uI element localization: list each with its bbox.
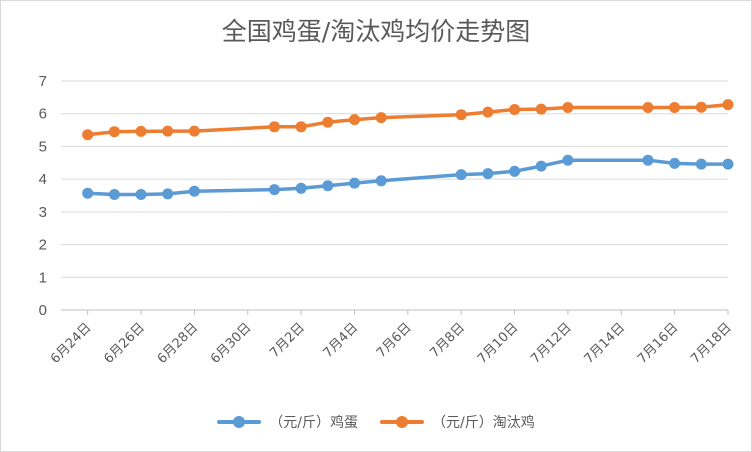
data-point: [482, 168, 494, 180]
data-point: [535, 103, 547, 115]
data-point: [695, 158, 707, 170]
data-point: [295, 121, 307, 133]
data-point: [349, 177, 360, 189]
data-point: [108, 189, 120, 200]
x-tick-label: 6月30日: [208, 320, 255, 367]
legend-item-egg[interactable]: （元/斤）鸡蛋: [217, 412, 358, 432]
y-tick-label: 7: [39, 73, 47, 90]
data-point: [562, 154, 574, 166]
legend-marker-egg: [233, 416, 246, 428]
data-point: [162, 188, 174, 200]
data-point: [455, 169, 467, 181]
data-point: [135, 189, 147, 200]
data-point: [642, 154, 654, 166]
data-point: [669, 102, 681, 113]
y-tick-label: 6: [39, 106, 47, 123]
x-tick-label: 6月28日: [155, 320, 202, 367]
x-tick-label: 7月10日: [475, 320, 522, 367]
x-tick-label: 7月8日: [427, 320, 468, 361]
x-tick-label: 7月6日: [374, 320, 415, 361]
legend: （元/斤）鸡蛋 （元/斤）淘汰鸡: [0, 410, 752, 434]
data-point: [695, 101, 707, 113]
series-0: [82, 154, 734, 200]
y-tick-label: 3: [39, 204, 47, 221]
data-point: [669, 157, 681, 169]
legend-item-hen[interactable]: （元/斤）淘汰鸡: [380, 412, 535, 432]
data-point: [642, 102, 654, 113]
series-line-1: [85, 102, 730, 137]
data-point: [722, 99, 734, 111]
data-point: [108, 126, 120, 138]
data-point: [562, 102, 574, 113]
data-point: [722, 158, 734, 170]
legend-label-hen: （元/斤）淘汰鸡: [432, 415, 535, 431]
x-tick-label: 6月24日: [48, 320, 95, 367]
data-point: [135, 125, 147, 137]
data-point: [295, 182, 307, 194]
data-point: [322, 180, 334, 192]
chart-title: 全国鸡蛋/淘汰鸡均价走势图: [221, 17, 531, 46]
x-tick-label: 7月4日: [321, 320, 362, 361]
y-tick-label: 0: [39, 302, 47, 319]
data-point: [268, 121, 280, 133]
data-point: [535, 160, 547, 172]
legend-swatch-hen: [380, 416, 424, 428]
x-axis: [61, 309, 729, 315]
data-point: [188, 185, 200, 197]
data-point: [349, 114, 360, 126]
data-point: [268, 184, 280, 196]
x-tick-label: 7月2日: [267, 320, 308, 361]
series-line-0: [85, 158, 730, 197]
y-tick-label: 4: [39, 171, 47, 188]
x-tick-label: 7月14日: [582, 320, 629, 367]
data-point: [455, 109, 467, 121]
data-point: [162, 125, 174, 137]
series-group: [82, 99, 734, 200]
y-tick-label: 2: [39, 237, 47, 254]
data-point: [188, 125, 200, 137]
data-point: [322, 116, 334, 128]
y-tick-label: 1: [39, 269, 47, 286]
data-point: [82, 129, 94, 141]
gridlines: [61, 80, 728, 278]
legend-swatch-egg: [217, 416, 262, 428]
data-point: [375, 175, 387, 187]
data-point: [375, 112, 387, 124]
series-1: [82, 99, 734, 141]
x-axis-ticks: 6月24日 6月26日 6月28日 6月30日 7月2日 7月4日 7月6日 7月8日 7月10…: [48, 320, 735, 367]
y-tick-label: 5: [39, 138, 47, 155]
y-axis-ticks: 0 1 2 3 4 5 6 7: [39, 73, 47, 319]
legend-label-egg: （元/斤）鸡蛋: [269, 415, 358, 431]
x-tick-label: 7月16日: [635, 320, 682, 367]
data-point: [482, 106, 494, 118]
data-point: [82, 187, 94, 199]
data-point: [509, 165, 521, 177]
x-tick-label: 7月12日: [528, 320, 575, 367]
x-tick-label: 6月26日: [101, 320, 148, 367]
data-point: [509, 104, 521, 115]
legend-marker-hen: [396, 416, 408, 428]
x-tick-label: 7月18日: [688, 320, 735, 367]
